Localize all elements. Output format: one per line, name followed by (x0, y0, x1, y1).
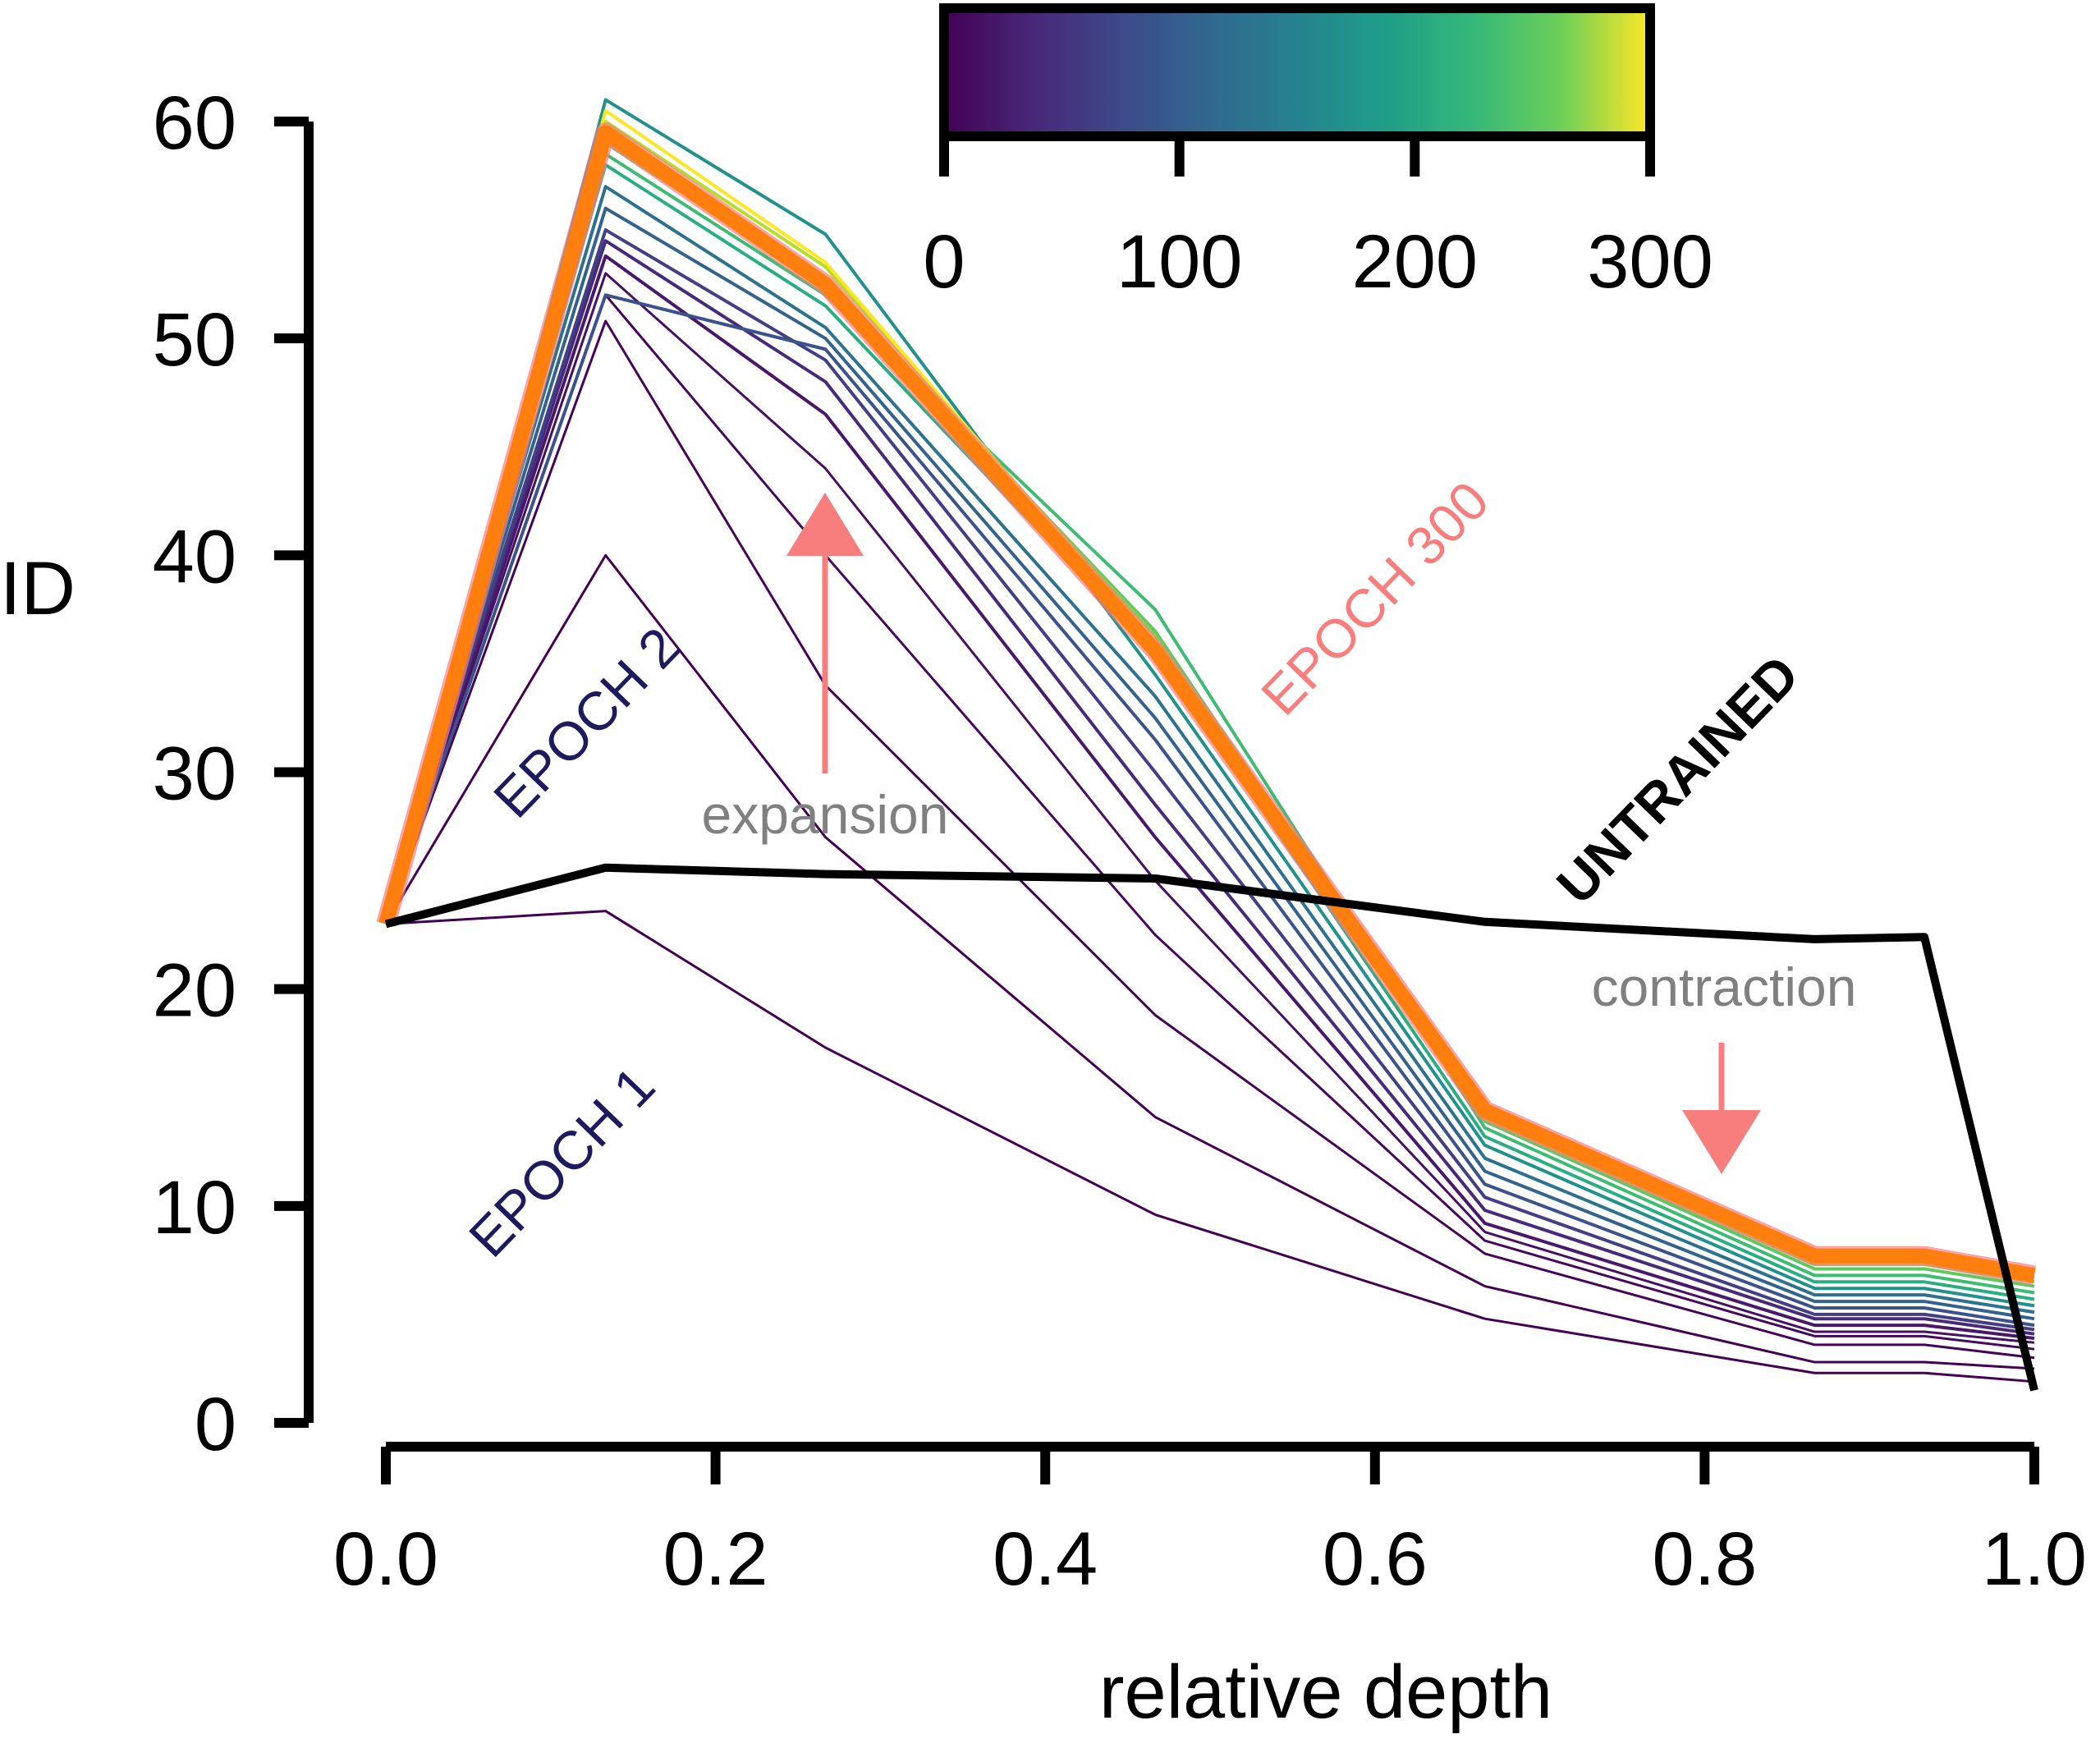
annotation-epoch-1: EPOCH 1 (457, 1055, 667, 1269)
x-tick-label: 0.4 (993, 1517, 1098, 1601)
expansion-arrow-icon (786, 493, 864, 773)
colorbar-tick-label: 300 (1587, 220, 1713, 304)
annotation-untrained: UNTRAINED (1545, 644, 1810, 915)
series-line-epoch-125 (386, 186, 2034, 1312)
colorbar-ticks: 0 100 200 300 (923, 136, 1713, 304)
y-tick-label: 30 (153, 732, 236, 816)
x-ticks: 0.0 0.2 0.4 0.6 0.8 1.0 (333, 1447, 2087, 1601)
x-axis-title: relative depth (1099, 1650, 1552, 1734)
y-axis-title: ID (0, 547, 76, 631)
y-axis: 0 10 20 30 40 50 60 (153, 81, 309, 1466)
series-line-epoch-55 (386, 230, 2034, 1329)
colorbar-tick-label: 0 (923, 220, 965, 304)
series-line-epoch-3 (386, 321, 2034, 1358)
x-tick-label: 0.2 (663, 1517, 768, 1601)
y-tick-label: 10 (153, 1166, 236, 1250)
colorbar: 0 100 200 300 (923, 8, 1713, 304)
annotation-contraction: contraction (1592, 957, 1857, 1017)
y-tick-label: 20 (153, 949, 236, 1033)
series-line-epoch-35 (386, 241, 2034, 1333)
x-tick-label: 0.8 (1652, 1517, 1757, 1601)
x-tick-label: 0.6 (1323, 1517, 1428, 1601)
annotation-expansion: expansion (702, 784, 949, 845)
series-line-epoch-75 (386, 295, 2034, 1325)
y-tick-label: 50 (153, 298, 236, 382)
colorbar-tick-label: 200 (1352, 220, 1479, 304)
colorbar-tick-label: 100 (1116, 220, 1243, 304)
annotation-epoch-300: EPOCH 300 (1249, 470, 1501, 727)
annotation-epoch-2: EPOCH 2 (482, 616, 691, 829)
series-line-epoch-20 (386, 256, 2034, 1338)
x-tick-label: 1.0 (1982, 1517, 2087, 1601)
series-line-epoch-100 (386, 209, 2034, 1319)
y-tick-label: 60 (153, 81, 236, 165)
contraction-arrow-icon (1682, 1043, 1761, 1174)
y-ticks: 0 10 20 30 40 50 60 (153, 81, 309, 1466)
x-axis: 0.0 0.2 0.4 0.6 0.8 1.0 (333, 1447, 2087, 1601)
colorbar-gradient (944, 8, 1650, 136)
series-line-epoch-10 (386, 273, 2034, 1342)
x-tick-label: 0.0 (333, 1517, 438, 1601)
y-tick-label: 0 (195, 1383, 236, 1466)
y-tick-label: 40 (153, 515, 236, 599)
series-line-epoch-6 (386, 295, 2034, 1349)
